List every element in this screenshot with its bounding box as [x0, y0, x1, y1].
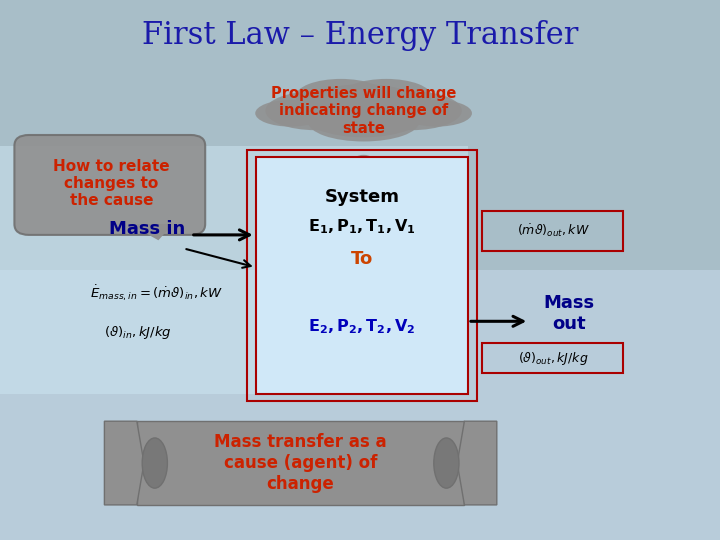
Circle shape: [356, 171, 372, 183]
Ellipse shape: [341, 79, 432, 114]
Text: Properties will change
indicating change of
state: Properties will change indicating change…: [271, 86, 456, 136]
Ellipse shape: [402, 100, 472, 126]
FancyBboxPatch shape: [14, 135, 205, 235]
Text: $(\vartheta)_{out}, kJ / kg$: $(\vartheta)_{out}, kJ / kg$: [518, 349, 588, 367]
Ellipse shape: [143, 438, 167, 488]
Polygon shape: [457, 421, 497, 505]
Text: How to relate
changes to
the cause: How to relate changes to the cause: [53, 159, 170, 208]
FancyBboxPatch shape: [0, 146, 468, 394]
Text: Mass
out: Mass out: [543, 294, 595, 333]
Ellipse shape: [256, 100, 326, 126]
Ellipse shape: [298, 84, 429, 137]
Bar: [0, 0, 720, 270]
Text: $\mathbf{E_1, P_1, T_1, V_1}$: $\mathbf{E_1, P_1, T_1, V_1}$: [308, 218, 415, 236]
FancyBboxPatch shape: [137, 421, 464, 505]
Ellipse shape: [433, 438, 459, 488]
Text: To: To: [351, 250, 373, 268]
Polygon shape: [104, 421, 144, 505]
Text: $(\dot{m}\vartheta)_{out}, kW$: $(\dot{m}\vartheta)_{out}, kW$: [516, 223, 590, 239]
Text: $(\vartheta)_{in}, kJ / kg$: $(\vartheta)_{in}, kJ / kg$: [104, 323, 172, 341]
Text: Mass transfer as a
cause (agent) of
change: Mass transfer as a cause (agent) of chan…: [215, 433, 387, 493]
Ellipse shape: [308, 103, 419, 141]
Bar: [0, 270, 720, 540]
Text: First Law – Energy Transfer: First Law – Energy Transfer: [142, 19, 578, 51]
Text: Mass in: Mass in: [109, 220, 186, 239]
FancyBboxPatch shape: [256, 157, 468, 394]
Ellipse shape: [266, 91, 366, 130]
Ellipse shape: [296, 79, 387, 114]
Ellipse shape: [361, 91, 462, 130]
Circle shape: [351, 156, 376, 174]
Text: $\dot{E}_{mass,in} = (\dot{m}\vartheta)_{in}, kW$: $\dot{E}_{mass,in} = (\dot{m}\vartheta)_…: [90, 284, 223, 305]
Text: $\mathbf{E_2, P_2, T_2, V_2}$: $\mathbf{E_2, P_2, T_2, V_2}$: [308, 318, 415, 336]
Polygon shape: [130, 224, 173, 240]
Text: System: System: [324, 188, 400, 206]
